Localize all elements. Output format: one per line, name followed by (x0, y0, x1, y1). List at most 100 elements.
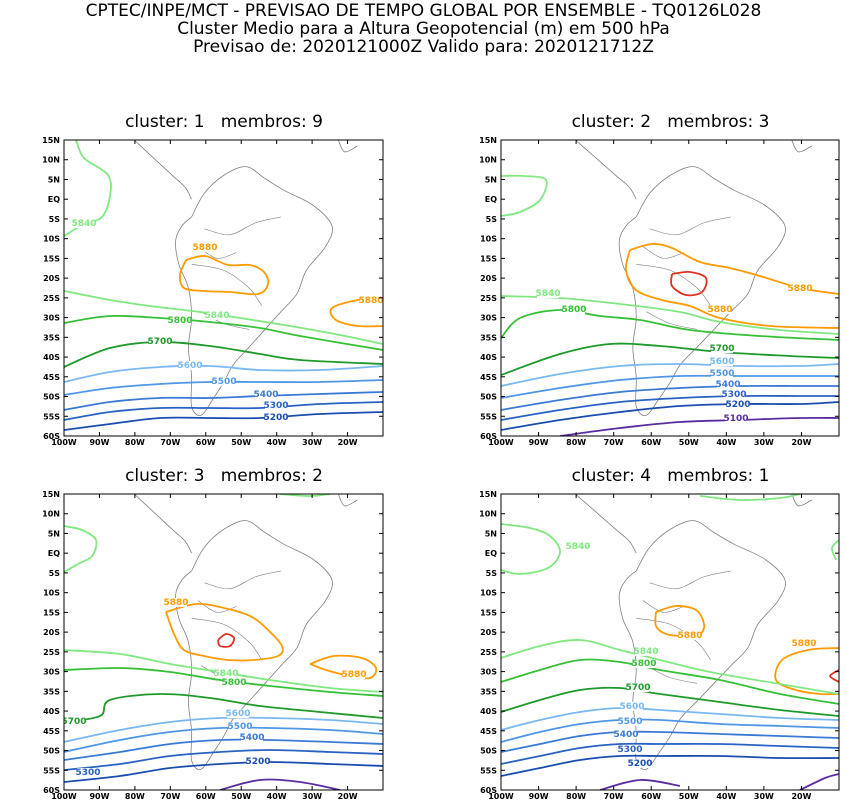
lat-tick-label: 45S (480, 727, 497, 736)
lat-tick-label: 5S (486, 215, 498, 224)
chart-title-line-2: Cluster Medio para a Altura Geopotencial… (177, 19, 670, 39)
contour-5840 (279, 494, 331, 497)
contour-5840 (501, 174, 548, 217)
contour-5880 (774, 647, 839, 696)
lat-tick-label: 15S (43, 254, 60, 263)
contour-label-bg (206, 311, 228, 320)
lat-tick-label: 15N (479, 490, 497, 499)
contour-label-5300: 5300 (721, 390, 746, 400)
lon-tick-label: 70W (160, 792, 180, 801)
lon-tick-label: 80W (566, 438, 586, 447)
contour-5880 (179, 255, 270, 296)
contour-label-5800: 5800 (221, 678, 246, 688)
contour-5100 (599, 779, 681, 790)
contour-5200 (64, 761, 383, 783)
contour-label-5880: 5880 (787, 284, 812, 294)
contour-5880 (165, 602, 284, 662)
contour-label-bg (241, 733, 263, 742)
panel-3-title: cluster: 3 membros: 2 (125, 466, 323, 486)
contour-5700 (501, 342, 839, 376)
lat-tick-label: 60S (43, 786, 60, 795)
contour-label-5800: 5800 (167, 316, 192, 326)
contour-5600 (501, 363, 839, 387)
contour-label-bg (227, 709, 249, 718)
lat-tick-label: 20S (480, 274, 497, 283)
contour-label-bg (213, 377, 235, 386)
plot-frame (63, 139, 384, 437)
lat-tick-label: 5S (49, 569, 61, 578)
lat-tick-label: 45S (43, 373, 60, 382)
contour-label-5840: 5840 (633, 647, 658, 657)
contour-label-bg (169, 316, 191, 325)
lat-tick-label: 15N (42, 136, 60, 145)
contour-label-bg (709, 305, 731, 314)
contour-label-5600: 5600 (225, 709, 250, 719)
lon-tick-label: 100W (488, 438, 514, 447)
lat-tick-label: 55S (480, 766, 497, 775)
lon-tick-label: 30W (302, 438, 322, 447)
lat-tick-label: 40S (480, 707, 497, 716)
contour-5100 (799, 773, 839, 790)
lon-tick-label: 30W (302, 792, 322, 801)
lat-tick-label: 10S (480, 235, 497, 244)
contour-label-5840: 5840 (565, 542, 590, 552)
contour-label-5200: 5200 (627, 759, 652, 769)
contour-label-bg (229, 722, 251, 731)
lat-tick-label: EQ (485, 549, 497, 558)
country-border (204, 216, 281, 236)
contour-label-5880: 5880 (707, 305, 732, 315)
contour-5840 (501, 523, 561, 575)
lat-tick-label: 5N (48, 529, 60, 538)
contour-label-5500: 5500 (709, 369, 734, 379)
lon-tick-label: 80W (125, 792, 145, 801)
lon-tick-label: 60W (641, 792, 661, 801)
contour-label-5500: 5500 (617, 717, 642, 727)
contour-5600 (64, 716, 383, 743)
contour-label-bg (567, 542, 589, 551)
lon-tick-label: 80W (566, 792, 586, 801)
contour-label-bg (717, 380, 739, 389)
contour-label-5400: 5400 (715, 380, 740, 390)
lon-tick-label: 50W (231, 792, 251, 801)
contour-label-bg (343, 670, 365, 679)
lat-tick-label: 45S (43, 727, 60, 736)
contour-label-bg (723, 390, 745, 399)
contour-label-bg (725, 414, 747, 423)
country-border (646, 311, 698, 330)
contour-5880 (309, 654, 378, 680)
contour-label-bg (619, 745, 641, 754)
contour-label-5300: 5300 (75, 768, 100, 778)
lon-tick-label: 70W (604, 792, 624, 801)
chart-title-line-1: CPTEC/INPE/MCT - PREVISAO DE TEMPO GLOBA… (85, 1, 762, 21)
contour-label-bg (194, 243, 216, 252)
contour-label-5880: 5880 (163, 598, 188, 608)
lat-tick-label: 30S (480, 314, 497, 323)
panel-4-title: cluster: 4 membros: 1 (571, 466, 770, 486)
contour-5100 (219, 778, 341, 790)
contour-label-5600: 5600 (709, 357, 734, 367)
lon-tick-label: 50W (679, 438, 699, 447)
contour-label-5300: 5300 (617, 745, 642, 755)
contour-label-bg (711, 357, 733, 366)
country-border (642, 246, 684, 259)
contour-label-bg (621, 702, 643, 711)
contour-label-5880: 5880 (677, 631, 702, 641)
lon-tick-label: 90W (89, 438, 109, 447)
contour-label-5300: 5300 (263, 401, 288, 411)
contour-label-bg (64, 717, 85, 726)
contour-5200 (501, 401, 839, 431)
coastline-south-america (175, 166, 333, 416)
contour-label-5840: 5840 (213, 669, 238, 679)
contour-label-bg (633, 659, 655, 668)
lat-tick-label: 5N (485, 175, 497, 184)
country-border (191, 618, 263, 660)
lon-tick-label: 30W (754, 438, 774, 447)
lat-tick-label: 55S (480, 412, 497, 421)
lon-tick-label: 40W (267, 792, 287, 801)
lon-tick-label: 90W (529, 438, 549, 447)
lon-tick-label: 30W (754, 792, 774, 801)
lat-tick-label: 60S (43, 432, 60, 441)
lat-tick-label: 10S (480, 589, 497, 598)
